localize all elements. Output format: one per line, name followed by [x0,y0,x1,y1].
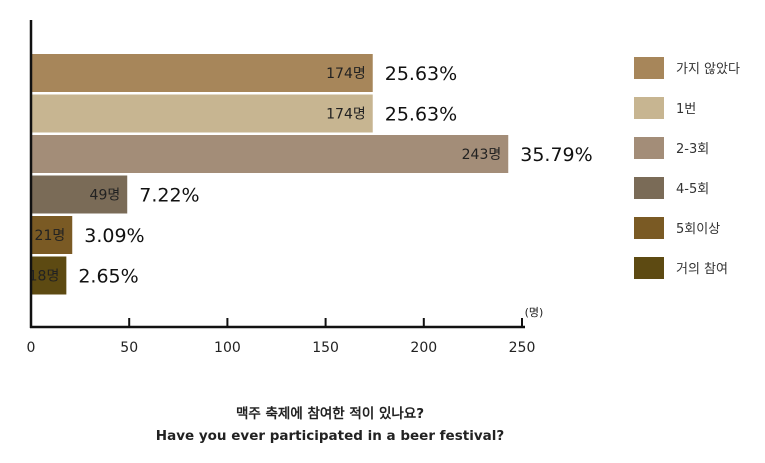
legend-swatch-4 [634,177,664,199]
x-tick-label-0: 0 [27,340,36,356]
x-tick-label-200: 200 [410,340,437,356]
legend-swatch-3 [634,137,664,159]
bar-percent-label-1: 25.63% [385,63,457,85]
legend-label-6: 거의 참여 [676,262,728,277]
bar-value-label-6: 18명 [29,269,60,285]
x-axis-unit: (명) [525,306,544,319]
bar-3 [31,135,509,173]
bar-chart: 174명 25.63% 174명 25.63% 243명 35.79% 49명 7.22% 21… [27,20,740,356]
x-tick-label-250: 250 [509,340,536,356]
legend-swatch-1 [634,57,664,79]
bar-2 [31,94,373,133]
bar-percent-label-6: 2.65% [78,266,138,288]
bar-value-label-3: 243명 [462,147,502,163]
legend-label-3: 2-3회 [676,142,709,157]
bar-value-label-5: 21명 [35,228,66,244]
bars-group: 174명 25.63% 174명 25.63% 243명 35.79% 49명 7.22% 21… [29,54,593,295]
legend-swatch-2 [634,97,664,119]
legend-swatch-5 [634,217,664,239]
x-tick-label-50: 50 [120,340,138,356]
bar-value-label-2: 174명 [326,107,366,123]
bar-percent-label-5: 3.09% [84,225,144,247]
legend-swatch-6 [634,257,664,279]
legend-label-1: 가지 않았다 [676,62,740,77]
x-tick-label-100: 100 [214,340,241,356]
x-ticks-group: 0 50 100 150 200 250 [27,318,536,356]
bar-percent-label-2: 25.63% [385,104,457,126]
legend-label-2: 1번 [676,102,696,117]
caption-english: Have you ever participated in a beer fes… [155,428,505,444]
bar-5 [31,216,73,254]
bar-value-label-4: 49명 [90,188,121,204]
legend-label-5: 5회이상 [676,222,720,237]
bar-percent-label-3: 35.79% [520,144,592,166]
bar-percent-label-4: 7.22% [139,185,199,207]
bar-1 [31,54,373,92]
x-tick-label-150: 150 [312,340,339,356]
legend-label-4: 4-5회 [676,182,709,197]
bar-6 [31,256,67,295]
bar-4 [31,175,128,214]
caption-korean: 맥주 축제에 참여한 적이 있나요? [235,406,425,422]
bar-value-label-1: 174명 [326,66,366,82]
